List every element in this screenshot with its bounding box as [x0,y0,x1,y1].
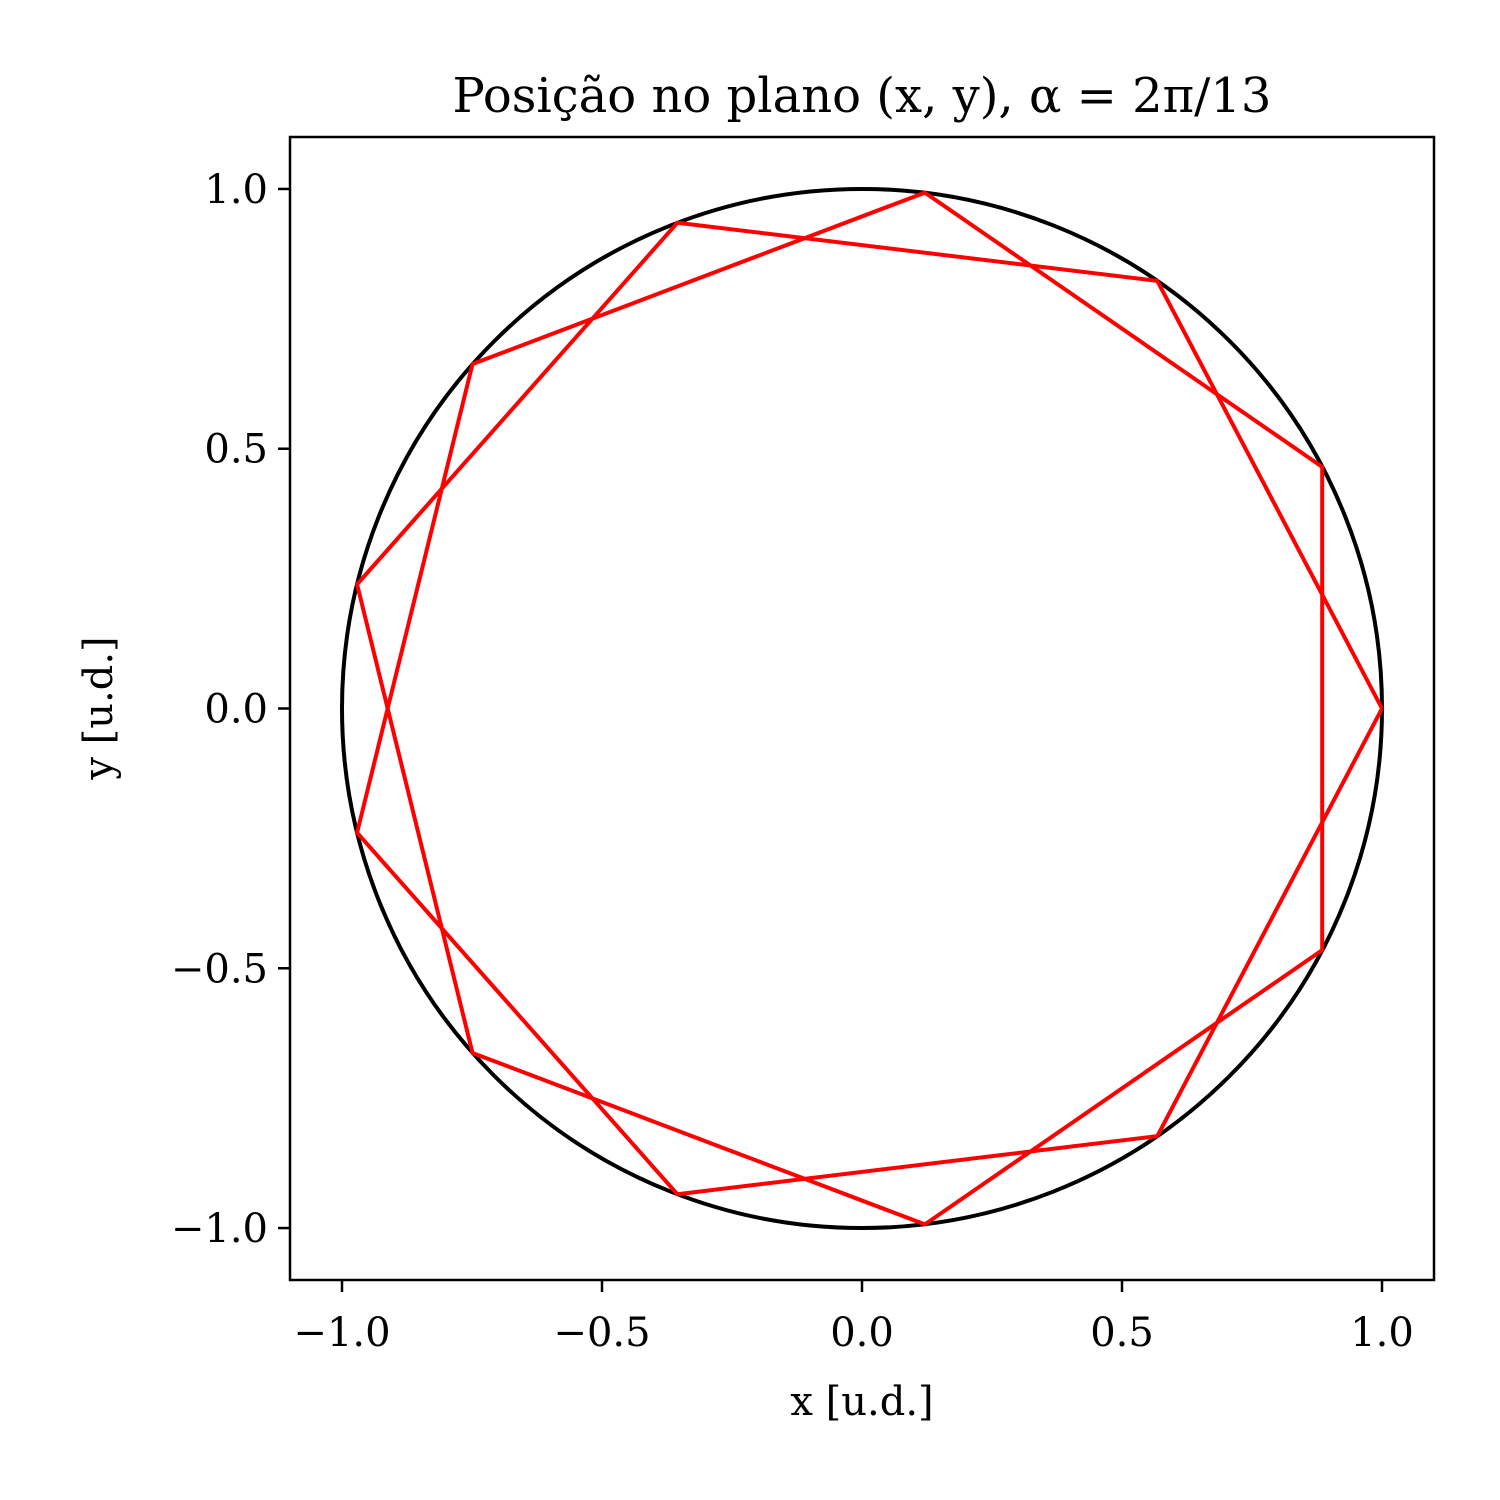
x-tick-label: 1.0 [1350,1310,1414,1356]
trajectory-line [355,190,1384,1227]
y-axis-label: y [u.d.] [76,636,122,780]
x-axis-label: x [u.d.] [790,1379,933,1425]
y-axis-ticks: −1.0 −0.5 0.0 0.5 1.0 [171,167,290,1252]
x-tick-label: 0.5 [1090,1310,1154,1356]
y-tick-label: 0.5 [204,427,268,473]
y-tick-label: −1.0 [171,1206,268,1252]
y-tick-label: 1.0 [204,167,268,213]
y-tick-label: −0.5 [171,946,268,992]
plot-content [340,186,1384,1231]
chart-title: Posição no plano (x, y), α = 2π/13 [453,68,1272,124]
x-tick-label: −1.0 [293,1310,390,1356]
y-tick-label: 0.0 [204,687,268,733]
x-tick-label: −0.5 [553,1310,650,1356]
x-tick-label: 0.0 [830,1310,894,1356]
x-axis-ticks: −1.0 −0.5 0.0 0.5 1.0 [293,1280,1414,1356]
